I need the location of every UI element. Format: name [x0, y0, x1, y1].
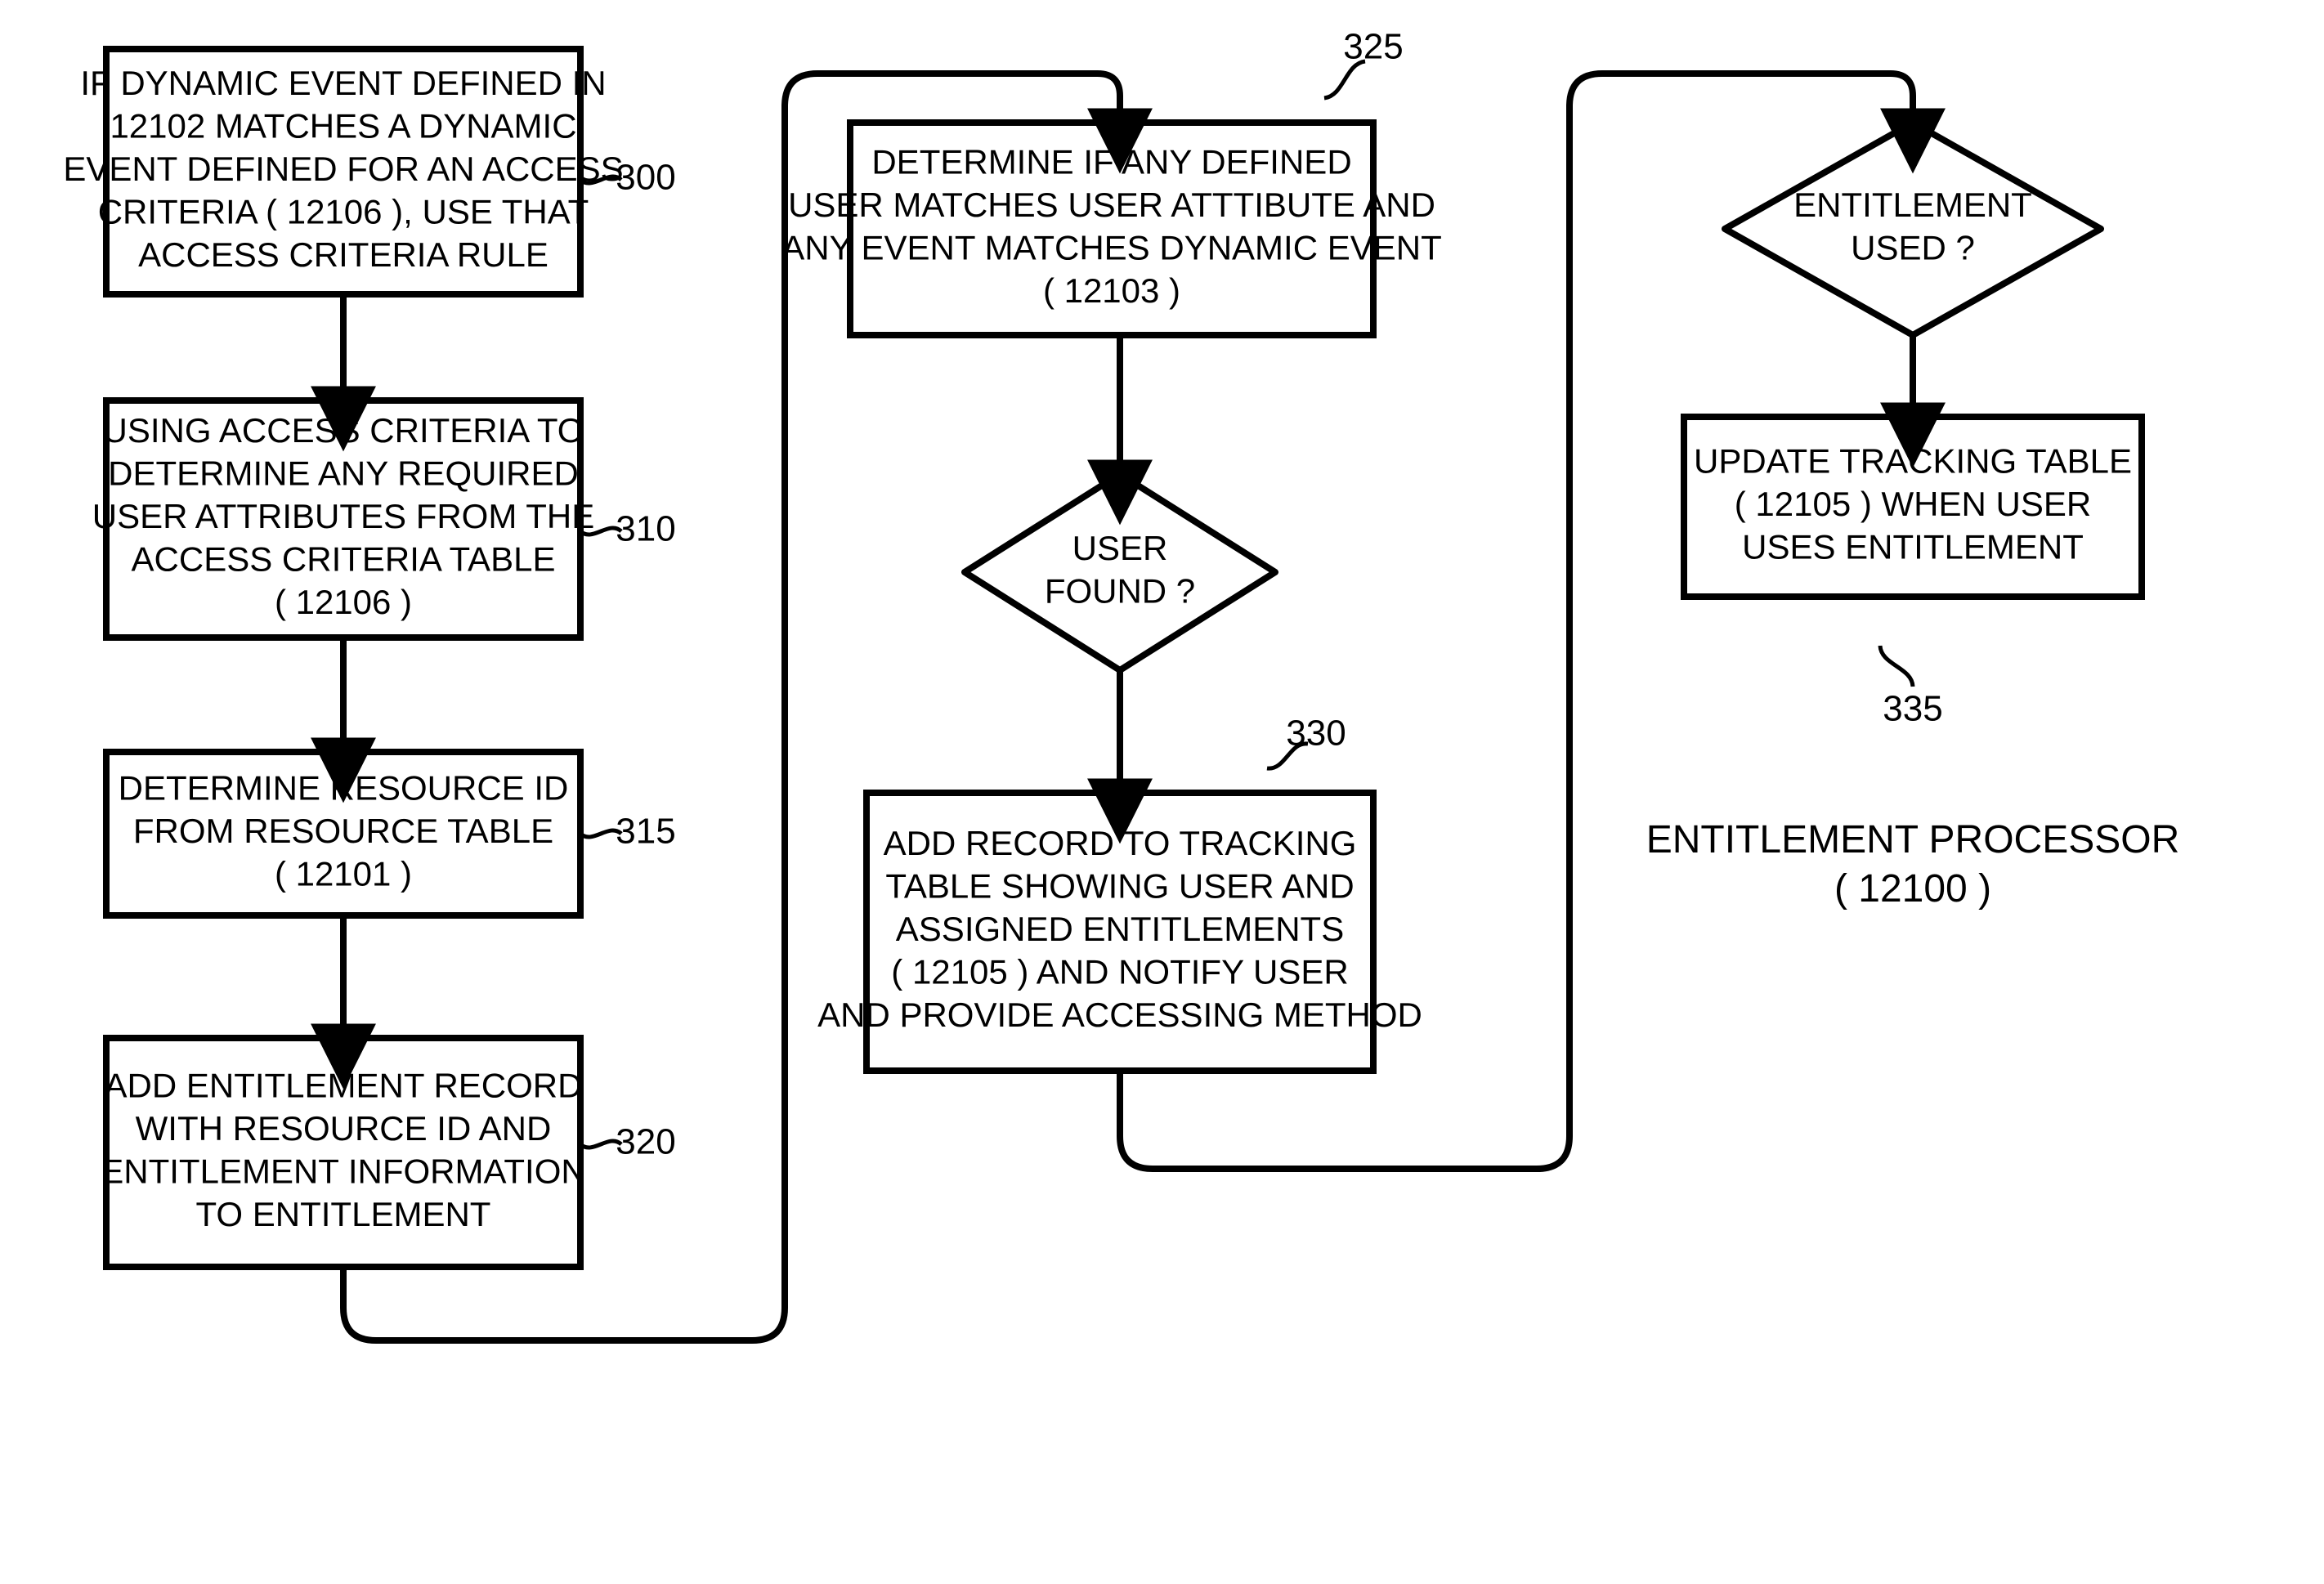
svg-text:UPDATE TRACKING TABLE( 12105 ): UPDATE TRACKING TABLE( 12105 ) WHEN USER…: [1694, 442, 2132, 566]
ref-label-r330: 330: [1286, 714, 1346, 754]
svg-text:IF DYNAMIC EVENT DEFINED IN121: IF DYNAMIC EVENT DEFINED IN12102 MATCHES…: [63, 64, 623, 274]
ref-label-r315: 315: [616, 812, 675, 852]
ref-label-r325: 325: [1343, 27, 1403, 67]
svg-text:ADD RECORD TO TRACKINGTABLE SH: ADD RECORD TO TRACKINGTABLE SHOWING USER…: [817, 824, 1422, 1034]
ref-label-r310: 310: [616, 509, 675, 549]
ref-label-r300: 300: [616, 158, 675, 198]
ref-label-r335: 335: [1883, 689, 1942, 729]
ref-label-r320: 320: [616, 1122, 675, 1162]
